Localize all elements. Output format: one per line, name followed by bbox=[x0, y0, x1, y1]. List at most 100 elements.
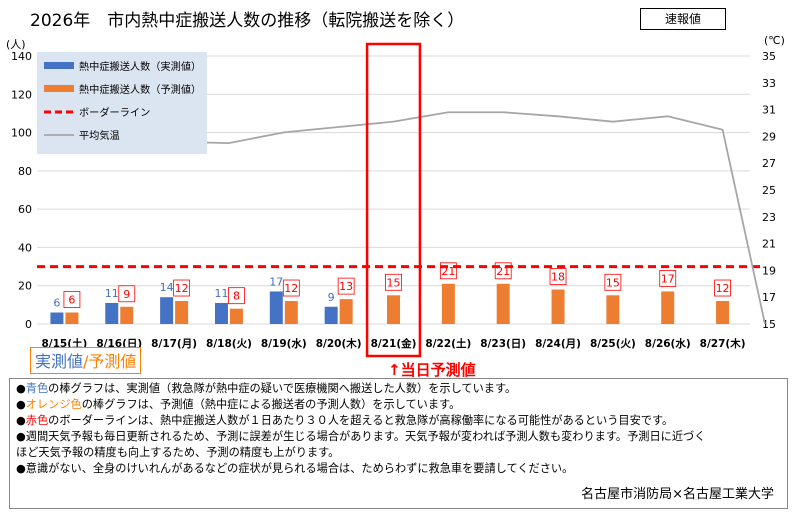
y2-axis-unit-label: (℃) bbox=[764, 34, 785, 47]
forecast-bar bbox=[551, 289, 565, 324]
note-bullet: ● bbox=[16, 430, 26, 443]
y2-tick-label: 15 bbox=[762, 318, 776, 331]
legend-label: 平均気温 bbox=[79, 129, 120, 142]
forecast-bar bbox=[716, 301, 730, 324]
actual-bar bbox=[269, 291, 283, 324]
note-colored-term: 青色 bbox=[25, 382, 49, 395]
x-tick-label: 8/21(金) bbox=[371, 337, 417, 350]
y-tick-label: 80 bbox=[18, 165, 32, 178]
note-bullet: ● bbox=[16, 414, 26, 427]
forecast-bar bbox=[661, 291, 675, 324]
forecast-data-label: 8 bbox=[233, 290, 240, 303]
forecast-data-label: 9 bbox=[123, 288, 130, 301]
forecast-bar bbox=[339, 299, 353, 324]
y-axis-unit-label: (人) bbox=[6, 38, 26, 51]
actual-data-label: 14 bbox=[160, 281, 174, 294]
note-colored-term: オレンジ色 bbox=[25, 398, 82, 411]
actual-data-label: 11 bbox=[214, 287, 228, 300]
forecast-data-label: 15 bbox=[387, 276, 401, 289]
legend-label: 熱中症搬送人数（予測値） bbox=[79, 83, 201, 96]
x-tick-label: 8/22(土) bbox=[425, 337, 471, 350]
forecast-label-box bbox=[118, 285, 136, 303]
forecast-bar bbox=[496, 283, 510, 324]
chart-title: 2026年 市内熱中症搬送人数の推移（転院搬送を除く） bbox=[30, 11, 465, 31]
y2-tick-label: 33 bbox=[762, 77, 776, 90]
y-tick-label: 100 bbox=[11, 127, 32, 140]
legend-swatch bbox=[44, 85, 74, 92]
note-bullet: ● bbox=[16, 462, 26, 475]
x-tick-label: 8/25(火) bbox=[590, 338, 636, 350]
forecast-data-label: 13 bbox=[339, 280, 353, 293]
note-text: のボーダーラインは、熱中症搬送人数が１日あたり３０人を超えると救急隊が高稼働率に… bbox=[48, 414, 674, 427]
y-tick-label: 60 bbox=[18, 203, 32, 216]
credit-text: 名古屋市消防局×名古屋工業大学 bbox=[581, 487, 774, 502]
forecast-label-box bbox=[282, 279, 300, 297]
caption-actual: 実測値 bbox=[35, 352, 84, 371]
y-tick-label: 0 bbox=[25, 318, 32, 331]
forecast-data-label: 17 bbox=[661, 272, 675, 285]
x-tick-label: 8/26(水) bbox=[645, 337, 691, 350]
forecast-data-label: 12 bbox=[716, 282, 730, 295]
legend-swatch bbox=[44, 62, 74, 69]
actual-bar bbox=[160, 297, 174, 324]
forecast-label-box bbox=[173, 279, 191, 297]
forecast-label-box bbox=[385, 273, 402, 291]
note-text: の棒グラフは、実測値（救急隊が熱中症の疑いで医療機関へ搬送した人数）を示していま… bbox=[48, 382, 517, 395]
actual-data-label: 6 bbox=[53, 297, 60, 310]
actual-bar bbox=[105, 302, 119, 324]
note-line: ●オレンジ色の棒グラフは、予測値（熱中症による搬送者の予測人数）を示しています。 bbox=[16, 397, 781, 413]
forecast-bar bbox=[229, 308, 243, 324]
actual-data-label: 11 bbox=[105, 287, 119, 300]
forecast-label-box bbox=[228, 287, 245, 305]
forecast-bar bbox=[120, 306, 134, 324]
forecast-label-box bbox=[63, 291, 81, 308]
forecast-bar bbox=[284, 301, 298, 324]
note-line: ●青色の棒グラフは、実測値（救急隊が熱中症の疑いで医療機関へ搬送した人数）を示し… bbox=[16, 381, 781, 397]
forecast-label-box bbox=[549, 268, 567, 285]
legend-label: 熱中症搬送人数（実測値） bbox=[79, 60, 201, 73]
actual-bar bbox=[214, 302, 228, 324]
legend-label: ボーダーライン bbox=[79, 106, 150, 119]
note-bullet: ● bbox=[16, 382, 26, 395]
note-line: ほど天気予報の精度も向上するため、予測の精度も上がります。 bbox=[16, 445, 781, 461]
x-tick-label: 8/24(月) bbox=[535, 338, 581, 350]
forecast-data-label: 12 bbox=[175, 282, 189, 295]
today-forecast-label: ↑当日予測値 bbox=[388, 361, 476, 379]
actual-bar bbox=[324, 306, 338, 324]
note-line: ●週間天気予報も毎日更新されるため、予測に誤差が生じる場合があります。天気予報が… bbox=[16, 429, 781, 445]
x-tick-label: 8/23(日) bbox=[480, 338, 526, 350]
preliminary-badge: 速報値 bbox=[640, 8, 726, 30]
y2-tick-label: 31 bbox=[762, 104, 776, 117]
y2-tick-label: 27 bbox=[762, 157, 776, 170]
y2-tick-label: 25 bbox=[762, 184, 776, 197]
forecast-bar bbox=[175, 301, 189, 324]
y2-tick-label: 19 bbox=[762, 264, 776, 277]
notes-box: ●青色の棒グラフは、実測値（救急隊が熱中症の疑いで医療機関へ搬送した人数）を示し… bbox=[9, 378, 788, 509]
x-tick-label: 8/17(月) bbox=[151, 338, 197, 350]
forecast-label-box bbox=[659, 270, 677, 287]
forecast-data-label: 12 bbox=[284, 282, 298, 295]
caption-separator: / bbox=[83, 352, 89, 371]
note-bullet: ● bbox=[16, 398, 26, 411]
forecast-bar bbox=[441, 283, 455, 324]
forecast-data-label: 6 bbox=[68, 294, 75, 307]
y-tick-label: 120 bbox=[11, 88, 32, 101]
y-tick-label: 140 bbox=[11, 50, 32, 63]
forecast-label-box bbox=[337, 277, 355, 295]
x-tick-label: 8/15(土) bbox=[41, 337, 87, 350]
actual-data-label: 9 bbox=[328, 291, 335, 304]
note-text: 意識がない、全身のけいれんがあるなどの症状が見られる場合は、ためらわずに救急車を… bbox=[25, 462, 574, 475]
y2-tick-label: 17 bbox=[762, 291, 776, 304]
forecast-bar bbox=[387, 295, 400, 324]
actual-bar bbox=[50, 312, 64, 324]
x-tick-label: 8/18(火) bbox=[206, 338, 252, 350]
x-tick-label: 8/27(木) bbox=[700, 337, 746, 350]
note-colored-term: 赤色 bbox=[25, 414, 49, 427]
x-tick-label: 8/20(木) bbox=[316, 337, 362, 350]
y-tick-label: 20 bbox=[18, 280, 32, 293]
note-line: ●赤色のボーダーラインは、熱中症搬送人数が１日あたり３０人を超えると救急隊が高稼… bbox=[16, 413, 781, 429]
y2-tick-label: 29 bbox=[762, 130, 776, 143]
caption-forecast: 予測値 bbox=[88, 352, 137, 371]
forecast-data-label: 18 bbox=[551, 271, 565, 284]
